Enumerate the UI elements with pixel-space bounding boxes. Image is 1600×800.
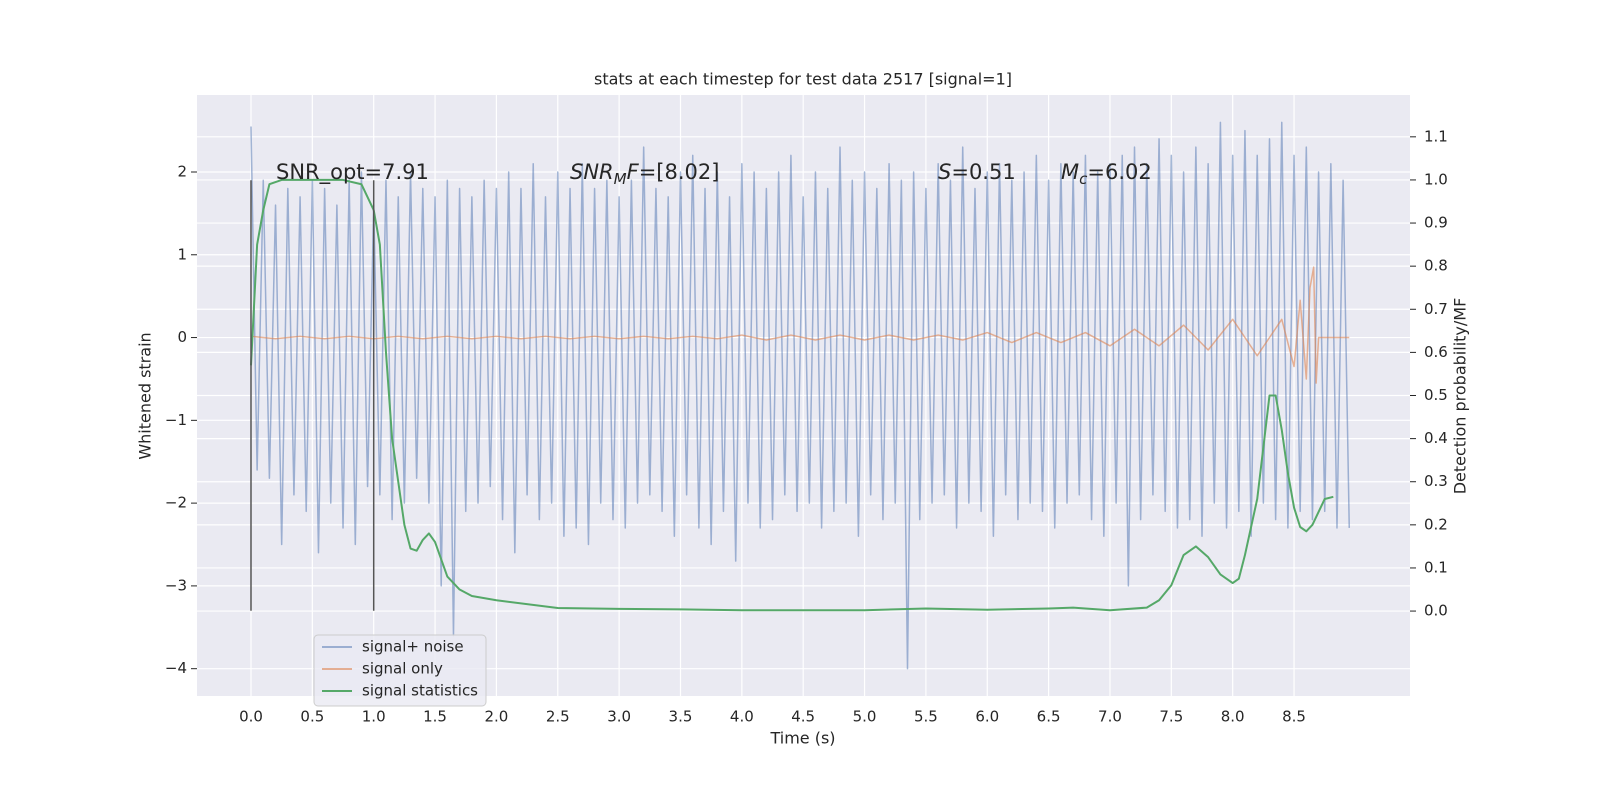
series-line [250, 266, 1350, 384]
series-line [250, 121, 1351, 670]
x-tick-label: 3.5 [669, 708, 693, 726]
y-tick-label: −3 [165, 576, 187, 594]
annotation-part: M [614, 170, 627, 188]
y-tick-label: 2 [177, 162, 187, 180]
x-tick-label: 1.5 [423, 708, 447, 726]
y-tick-label: −2 [165, 494, 187, 512]
x-tick-label: 0.0 [239, 708, 263, 726]
y2-tick-label: 0.8 [1424, 257, 1448, 275]
y2-tick-label: 0.5 [1424, 386, 1448, 404]
annotation: Mc=6.02 [1061, 160, 1152, 188]
y-axis-label: Whitened strain [136, 332, 155, 459]
y2-tick-label: 0.6 [1424, 343, 1448, 361]
y2-tick-label: 0.4 [1424, 429, 1448, 447]
legend: signal+ noise signal only signal statistic… [313, 634, 487, 707]
y2-tick-label: 0.1 [1424, 558, 1448, 576]
y2-tick-label: 1.0 [1424, 170, 1448, 188]
y-tick-label: −4 [165, 659, 187, 677]
x-tick-label: 2.5 [546, 708, 570, 726]
annotation-part: M [1061, 160, 1079, 184]
y-tick-label: 1 [177, 245, 187, 263]
x-tick-label: 2.0 [484, 708, 508, 726]
y2-tick-label: 0.9 [1424, 214, 1448, 232]
y2-tick-label: 0.0 [1424, 602, 1448, 620]
annotation: SNR_opt=7.91 [276, 160, 429, 185]
y-tick-label: −1 [165, 411, 187, 429]
x-tick-label: 7.5 [1159, 708, 1183, 726]
annotation-part: F [627, 160, 640, 184]
annotation: S=0.51 [938, 160, 1016, 184]
annotation-part: SNR [570, 160, 614, 184]
y2-tick-label: 0.3 [1424, 472, 1448, 490]
x-tick-label: 4.0 [730, 708, 754, 726]
series-line [249, 178, 1334, 612]
y2-tick-label: 0.7 [1424, 300, 1448, 318]
x-tick-label: 1.0 [362, 708, 386, 726]
x-axis-label: Time (s) [769, 729, 835, 748]
x-tick-label: 5.5 [914, 708, 938, 726]
y-tick-label: 0 [177, 328, 187, 346]
x-tick-label: 5.0 [853, 708, 877, 726]
axes: 0.0 0.5 1.0 1.5 2.0 2.5 3.0 3.5 4.0 4.5 5.0 5.5 6.0 6… [165, 127, 1448, 725]
x-tick-label: 7.0 [1098, 708, 1122, 726]
annotation-part: S [938, 160, 951, 184]
y2-tick-label: 0.2 [1424, 515, 1448, 533]
annotation-part: =0.51 [951, 160, 1015, 184]
x-tick-label: 4.5 [791, 708, 815, 726]
x-tick-label: 6.5 [1037, 708, 1061, 726]
x-tick-label: 6.0 [975, 708, 999, 726]
annotation-part: c [1079, 170, 1088, 188]
legend-label: signal statistics [362, 682, 478, 700]
annotation: SNRMF=[8.02] [570, 160, 719, 188]
y2-axis-label: Detection probability/MF [1451, 298, 1470, 495]
legend-box [313, 634, 487, 707]
legend-label: signal+ noise [362, 638, 464, 656]
x-tick-label: 8.5 [1282, 708, 1306, 726]
annotation-part: =6.02 [1087, 160, 1151, 184]
legend-label: signal only [362, 660, 443, 678]
x-tick-label: 8.0 [1221, 708, 1245, 726]
x-tick-label: 0.5 [300, 708, 324, 726]
annotation-part: SNR_opt=7.91 [276, 160, 429, 185]
y2-tick-label: 1.1 [1424, 127, 1448, 145]
chart-title: stats at each timestep for test data 251… [594, 70, 1012, 89]
x-tick-label: 3.0 [607, 708, 631, 726]
plot [249, 121, 1351, 670]
annotation-part: =[8.02] [639, 160, 720, 184]
